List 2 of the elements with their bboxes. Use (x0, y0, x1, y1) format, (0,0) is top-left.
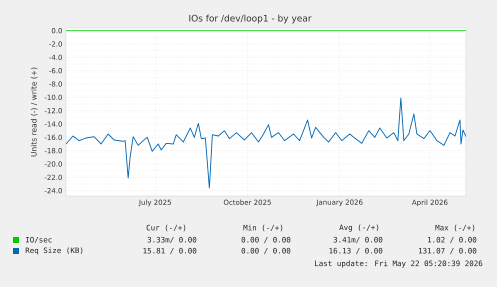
chart-title: IOs for /dev/loop1 - by year (189, 14, 312, 24)
line-series (66, 98, 466, 188)
